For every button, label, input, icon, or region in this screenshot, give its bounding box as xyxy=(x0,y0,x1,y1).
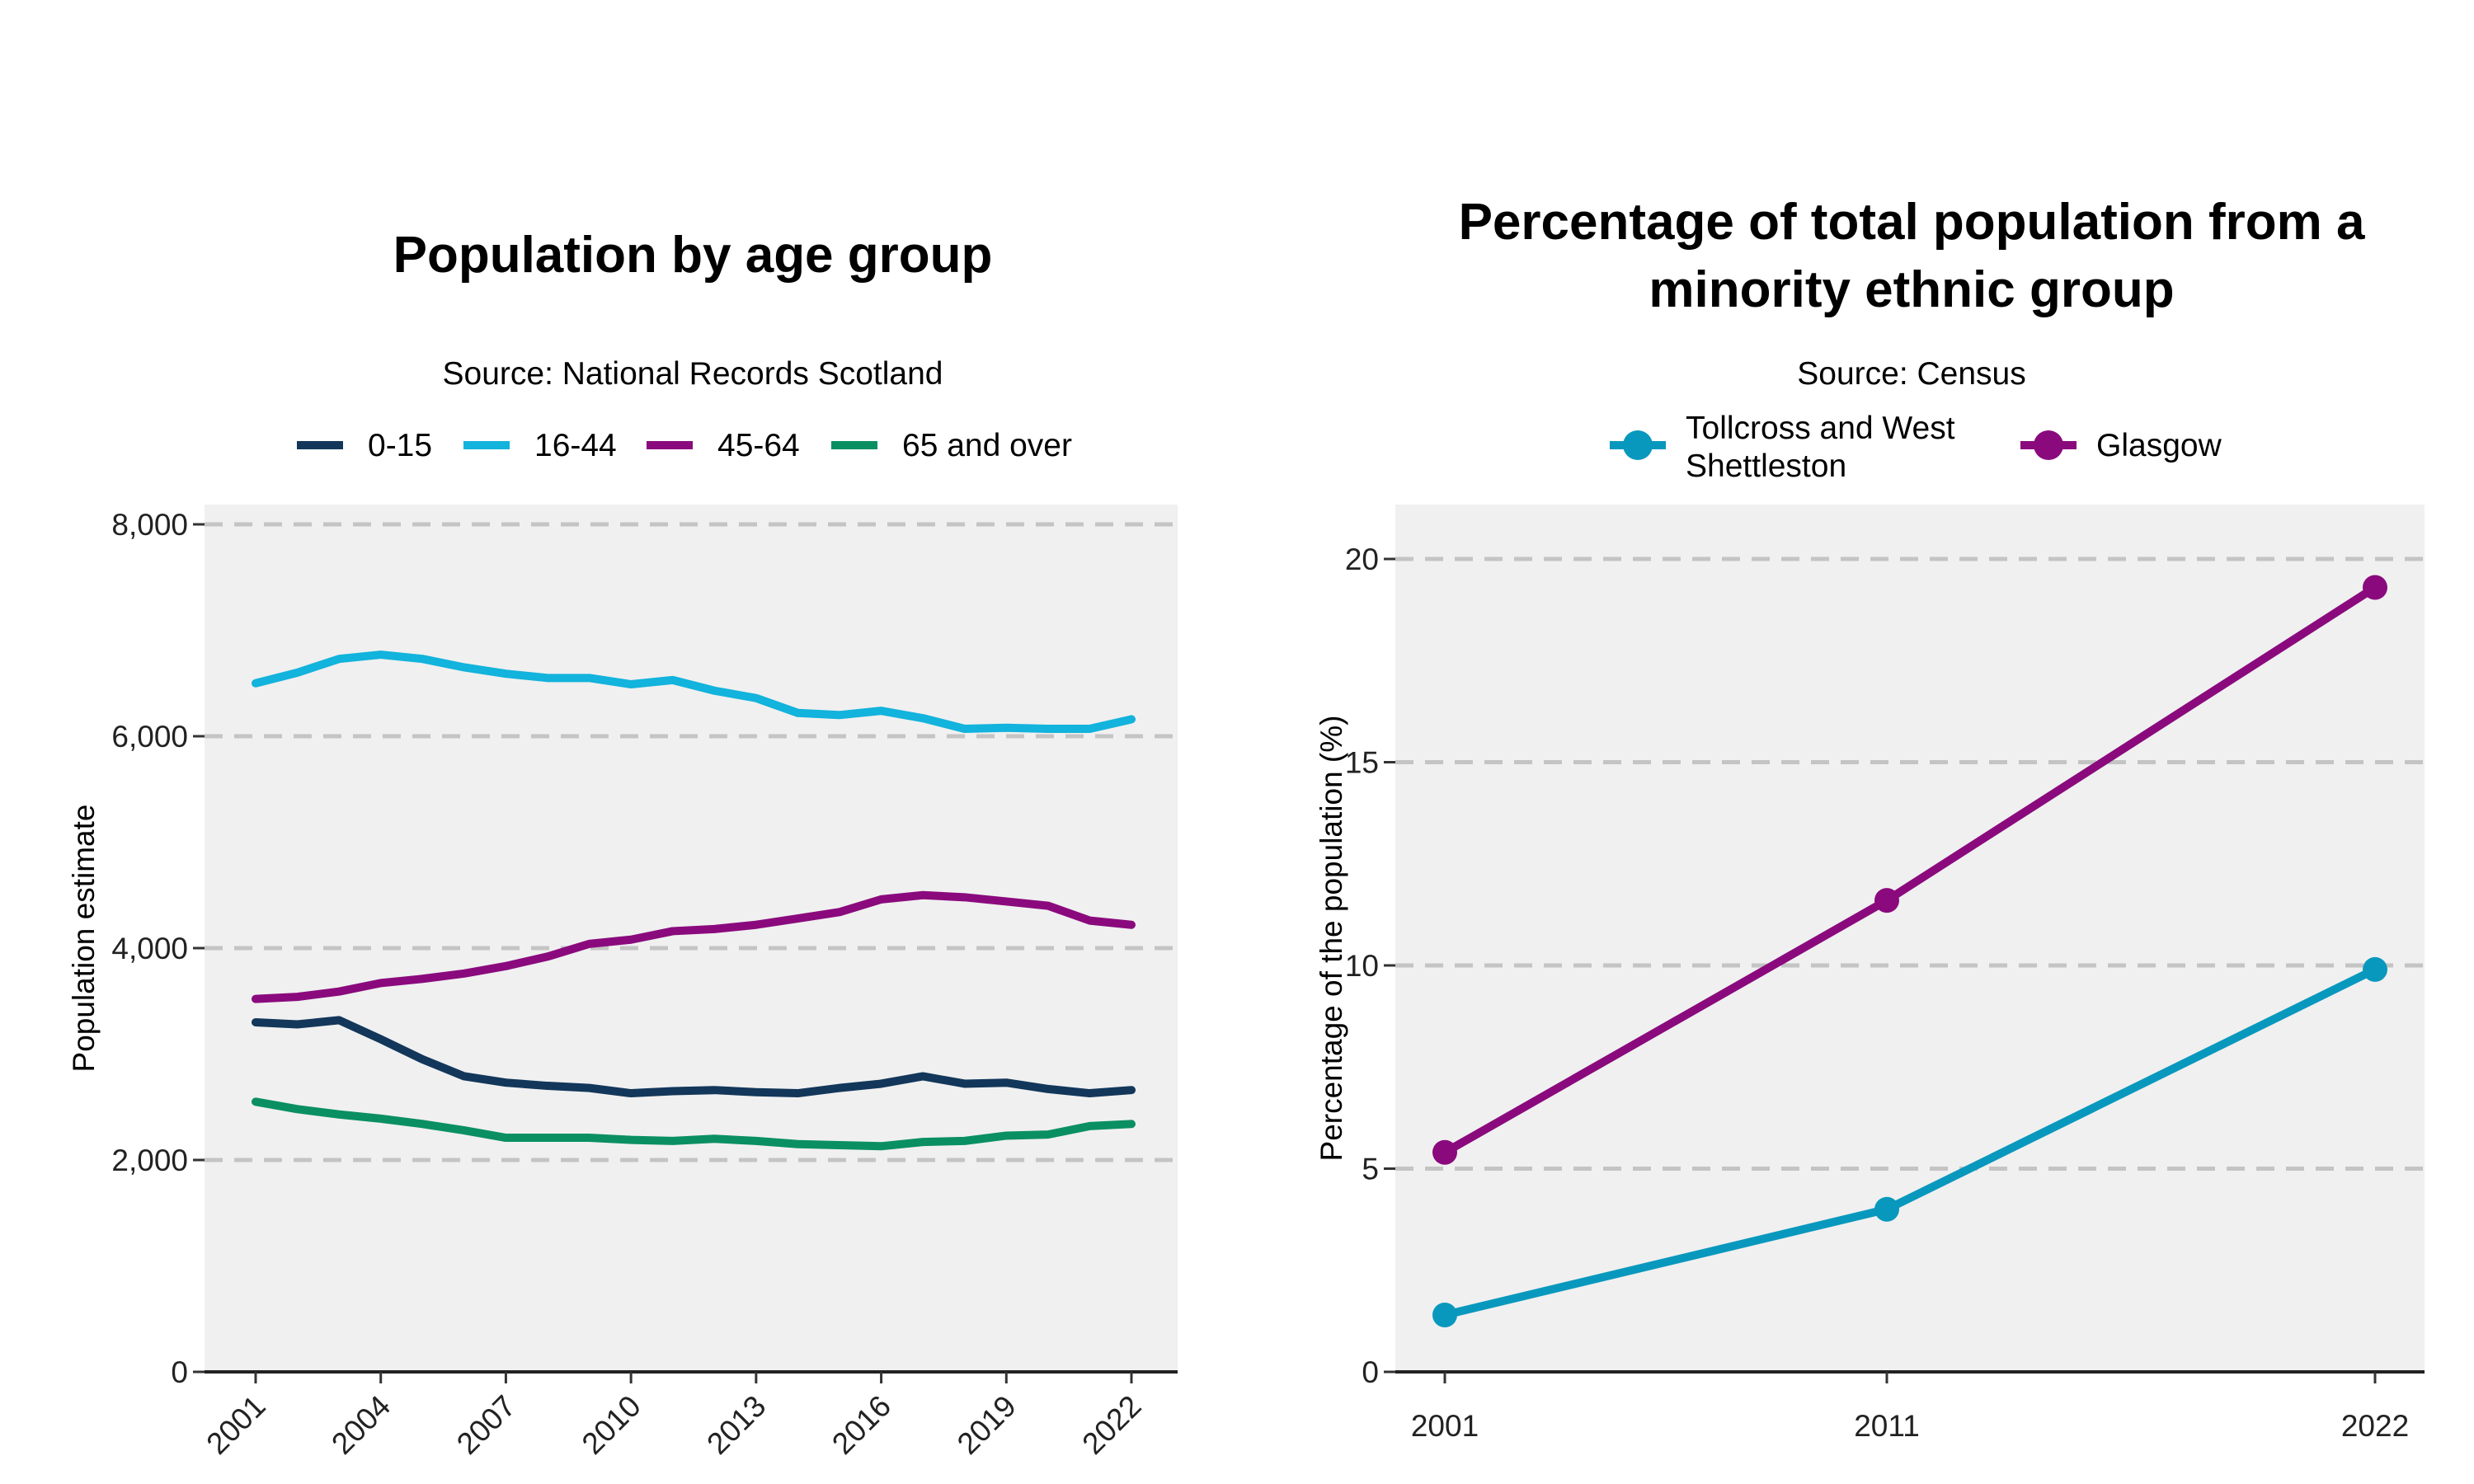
legend-label: Glasgow xyxy=(2096,428,2222,463)
data-point-tollcross xyxy=(1432,1302,1457,1327)
y-tick-label: 20 xyxy=(1345,542,1379,576)
legend-label: 16-44 xyxy=(534,428,617,463)
x-tick-label: 2007 xyxy=(450,1389,522,1461)
chart-subtitle: Source: National Records Scotland xyxy=(443,356,943,392)
legend-label: 65 and over xyxy=(902,428,1072,463)
series-line-16-44 xyxy=(252,650,1136,734)
chart-legend: 0-15 16-44 45-64 65 and over xyxy=(297,428,1072,463)
chart-title: Population by age group xyxy=(393,227,993,284)
legend-label: Tollcross and West xyxy=(1686,411,1955,446)
data-point-tollcross xyxy=(1874,1196,1899,1222)
y-axis-title: Population estimate xyxy=(67,805,101,1073)
chart-title-line-2: minority ethnic group xyxy=(1649,261,2174,318)
y-tick-label: 2,000 xyxy=(111,1144,188,1177)
data-point-tollcross xyxy=(2363,956,2387,982)
series-line-0-15 xyxy=(252,1016,1136,1098)
data-point-glasgow xyxy=(2363,575,2387,600)
series-line-45-64 xyxy=(252,890,1136,1003)
y-tick-label: 15 xyxy=(1345,746,1379,780)
ethnic-group-chart: Percentage of total population from a mi… xyxy=(1315,194,2425,1443)
x-tick-label: 2013 xyxy=(700,1389,772,1461)
series-line-65-and-over xyxy=(252,1097,1136,1151)
x-tick-label: 2022 xyxy=(2341,1409,2409,1443)
y-tick-label: 10 xyxy=(1345,949,1379,983)
y-tick-label: 8,000 xyxy=(111,508,188,542)
x-tick-label: 2001 xyxy=(1411,1409,1479,1443)
age-group-chart: Population by age group Source: National… xyxy=(67,227,1178,1461)
x-tick-label: 2011 xyxy=(1854,1409,1920,1443)
x-tick-label: 2022 xyxy=(1075,1389,1147,1461)
legend-marker xyxy=(1623,430,1653,460)
x-tick-label: 2016 xyxy=(825,1389,897,1461)
chart-subtitle: Source: Census xyxy=(1797,356,2025,392)
y-tick-label: 0 xyxy=(1362,1355,1379,1389)
chart-title-line-1: Percentage of total population from a xyxy=(1459,194,2365,251)
y-tick-label: 4,000 xyxy=(111,932,188,965)
x-tick-label: 2010 xyxy=(576,1389,647,1461)
plot-panel xyxy=(1395,505,2425,1372)
x-tick-label: 2001 xyxy=(200,1389,271,1461)
data-point-glasgow xyxy=(1874,888,1899,913)
x-tick-label: 2019 xyxy=(951,1389,1023,1461)
plot-panel xyxy=(205,505,1178,1372)
legend-label: 0-15 xyxy=(368,428,432,463)
legend-label: 45-64 xyxy=(717,428,800,463)
y-tick-label: 5 xyxy=(1362,1153,1379,1186)
y-tick-label: 0 xyxy=(171,1355,188,1389)
legend-label: Shettleston xyxy=(1686,448,1846,484)
y-axis-title: Percentage of the population (%) xyxy=(1315,716,1348,1162)
x-tick-label: 2004 xyxy=(325,1389,397,1461)
data-point-glasgow xyxy=(1432,1139,1457,1165)
y-tick-label: 6,000 xyxy=(111,720,188,754)
legend-marker xyxy=(2034,430,2063,460)
